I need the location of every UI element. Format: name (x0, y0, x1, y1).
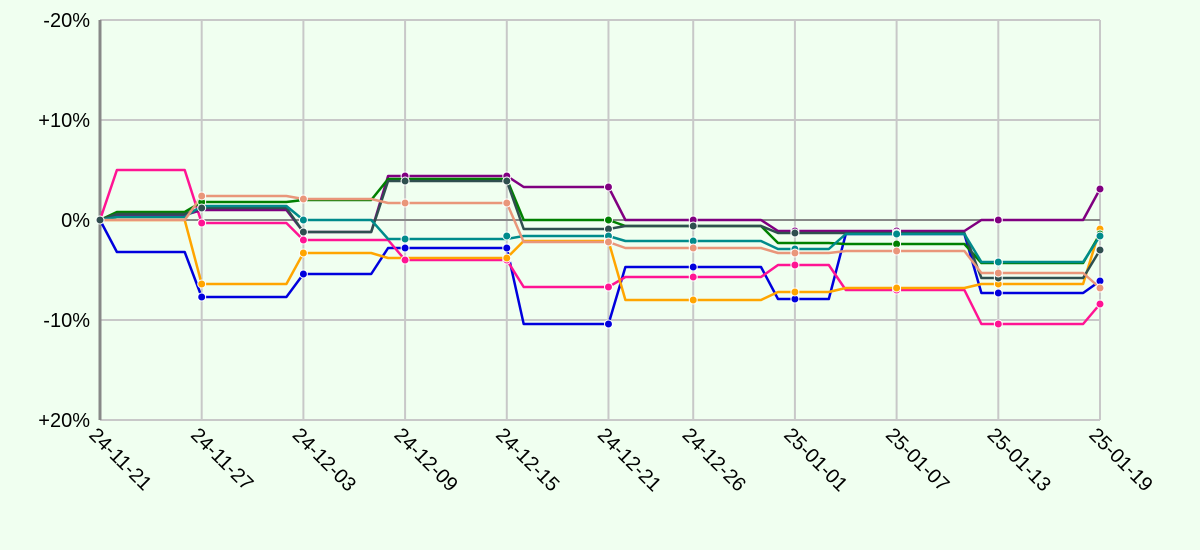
x-tick-label: 25-01-01 (779, 424, 851, 496)
series-line (98, 194, 1102, 290)
data-point (298, 194, 308, 204)
data-point (603, 237, 613, 247)
data-point (688, 243, 698, 253)
data-point (197, 191, 207, 201)
x-tick-labels: 24-11-21 24-11-27 24-12-03 24-12-09 24-12-15… (84, 424, 1156, 496)
origin-point (95, 215, 105, 225)
data-point (892, 283, 902, 293)
series-lines (98, 168, 1102, 326)
data-point (1095, 245, 1105, 255)
y-tick-label: -10% (43, 310, 90, 332)
series-line (98, 218, 1102, 302)
data-point (790, 228, 800, 238)
data-point (400, 243, 410, 253)
data-point (298, 227, 308, 237)
data-point (502, 243, 512, 253)
data-point (993, 268, 1003, 278)
data-point (502, 176, 512, 186)
data-point (892, 229, 902, 239)
data-point (298, 235, 308, 245)
data-point (1095, 283, 1105, 293)
data-point (298, 215, 308, 225)
data-point (688, 221, 698, 231)
data-point (993, 288, 1003, 298)
data-point (197, 218, 207, 228)
data-point (603, 182, 613, 192)
x-tick-label: 24-12-09 (390, 424, 462, 496)
x-tick-label: 24-12-03 (288, 424, 360, 496)
series-line (98, 168, 1102, 326)
data-point (502, 231, 512, 241)
x-tick-label: 24-12-26 (678, 424, 750, 496)
data-point (400, 234, 410, 244)
data-point (993, 215, 1003, 225)
data-point (790, 287, 800, 297)
x-tick-label: 25-01-07 (881, 424, 953, 496)
data-point (603, 282, 613, 292)
x-tick-label: 24-12-15 (491, 424, 563, 496)
data-point (790, 260, 800, 270)
data-point (197, 292, 207, 302)
x-tick-label: 24-12-21 (593, 424, 665, 496)
data-point (1095, 184, 1105, 194)
series-line (98, 179, 1102, 280)
data-point (790, 248, 800, 258)
series-line (98, 204, 1102, 264)
x-tick-label: 24-11-27 (186, 424, 257, 495)
data-point (892, 246, 902, 256)
series-line (98, 174, 1102, 234)
data-point (400, 176, 410, 186)
series-line (98, 218, 1102, 326)
data-point (502, 253, 512, 263)
data-point (603, 215, 613, 225)
x-tick-label: 25-01-13 (983, 424, 1055, 496)
data-point (298, 269, 308, 279)
data-point (1095, 299, 1105, 309)
y-tick-label: +10% (38, 110, 90, 132)
series-markers (95, 171, 1105, 329)
x-tick-label: 24-11-21 (84, 424, 155, 495)
data-point (993, 319, 1003, 329)
y-tick-labels: +20% -10% 0% +10% -20% (38, 10, 90, 432)
y-tick-label: +20% (38, 410, 90, 432)
data-point (400, 198, 410, 208)
data-point (298, 248, 308, 258)
y-tick-label: -20% (43, 10, 90, 32)
data-point (197, 203, 207, 213)
data-point (688, 272, 698, 282)
data-point (1095, 231, 1105, 241)
y-tick-label: 0% (61, 210, 90, 232)
data-point (502, 198, 512, 208)
data-point (603, 319, 613, 329)
data-point (993, 257, 1003, 267)
data-point (688, 262, 698, 272)
data-point (197, 279, 207, 289)
data-point (400, 255, 410, 265)
x-tick-label: 25-01-19 (1084, 424, 1156, 496)
data-point (688, 295, 698, 305)
